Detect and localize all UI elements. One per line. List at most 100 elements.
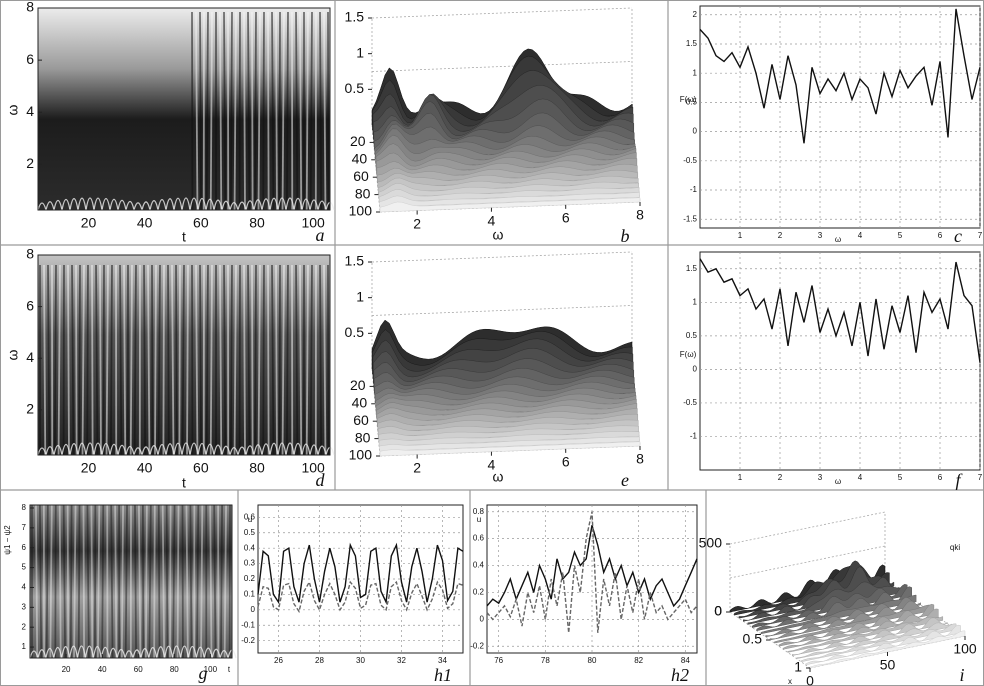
texture-stripe [129,264,133,456]
surface-slice [747,581,904,625]
texture-stripe [305,12,309,211]
texture-stripe [233,12,237,211]
y-tick-label: 0.4 [244,543,256,552]
texture-stripe [134,504,137,659]
x-axis-label: t [228,665,231,674]
texture-stripe [186,264,189,456]
x-tick-label: 40 [137,215,153,231]
texture-stripe [81,264,85,456]
surface-slice [378,187,640,203]
texture-stripe [213,504,217,659]
y-axis-label: u [477,515,481,524]
texture-fork [221,200,231,211]
texture-fork [245,200,255,211]
texture-stripe [47,264,51,456]
y-tick-label: 6 [22,543,27,552]
x-tick-label: 8 [636,451,644,467]
y-tick-label: 80 [355,185,371,201]
texture-stripe [275,264,278,456]
z-axis-label: qki [950,543,960,552]
y-axis-label: ω [5,104,21,115]
surface-slice [796,622,952,660]
y-tick-label: 5 [22,563,27,572]
texture-stripe [43,264,47,456]
texture-stripe [181,264,185,456]
x-tick-label: 20 [81,460,97,476]
y-tick-label: 0.2 [244,574,256,583]
data-line [699,8,981,144]
panel-label: i [959,665,964,685]
texture-stripe [114,504,118,659]
texture-fork [181,442,191,456]
surface-slice [377,408,638,428]
y-tick-label: 0 [714,603,722,619]
panel-label: h2 [671,665,689,685]
texture-stripe [220,504,223,659]
surface-slice [378,425,639,442]
y-tick-label: 0.2 [473,588,485,597]
spectrogram-background [38,8,330,210]
texture-stripe [109,264,113,456]
texture-fork [116,648,126,659]
box-edge [371,305,633,316]
x-tick-label: 2 [778,473,783,482]
texture-fork [285,442,295,456]
x-tick-label: 6 [562,210,570,226]
y-tick-label: -1 [690,432,698,441]
texture-stripe [154,264,157,456]
y-tick-label: 20 [350,133,366,149]
y-tick-label: 100 [349,203,373,219]
texture-fork [301,198,311,211]
texture-stripe [105,264,109,456]
y-tick-label: 8 [26,0,34,15]
texture-stripe [295,264,299,456]
texture-stripe [275,12,278,211]
texture-fork [148,646,158,659]
surface-slice [379,192,640,208]
texture-fork [229,201,239,211]
texture-stripe [219,264,223,456]
x-tick-label: 2 [413,215,421,231]
y-tick-label: 0.3 [244,559,256,568]
texture-fork [309,444,319,456]
texture-fork [37,202,47,211]
x-tick-label: 32 [397,656,406,665]
texture-fork [181,197,191,211]
x-tick-label: 3 [818,231,823,240]
x-tick-label: 7 [978,231,983,240]
y-tick-label: 8 [26,246,34,262]
texture-fork [133,202,143,211]
x-tick-label: 40 [137,460,153,476]
z-tick-label: 500 [699,535,723,551]
texture-stripe [167,264,170,456]
x-tick-label: 4 [858,231,863,240]
plot-frame [37,254,331,456]
y-tick-label: 0.5 [686,331,698,340]
texture-stripe [71,264,75,456]
z-tick-label: 0 [714,603,722,619]
texture-stripe [251,264,254,456]
texture-fork [309,199,319,211]
surface-slice [751,584,908,628]
y-tick-label: 100 [349,447,373,463]
texture-fork [156,646,166,659]
x-tick-label: 2 [778,231,783,240]
surface-slice [787,616,944,653]
texture-fork [195,646,205,659]
texture-fork [61,443,71,456]
texture-stripe [57,264,61,456]
x-axis-label: ω [835,477,841,486]
texture-stripe [229,12,233,211]
texture-fork [229,446,239,456]
texture-stripe [110,504,114,659]
panel-label: g [199,663,208,683]
texture-fork [205,443,215,456]
texture-stripe [219,12,223,211]
texture-stripe [157,264,161,456]
box-edge [371,61,633,72]
panel-label: h1 [434,665,452,685]
x-tick-label: 0 [806,673,814,686]
y-tick-label: 4 [26,349,34,365]
texture-stripe [86,264,89,456]
texture-stripe [178,264,181,456]
